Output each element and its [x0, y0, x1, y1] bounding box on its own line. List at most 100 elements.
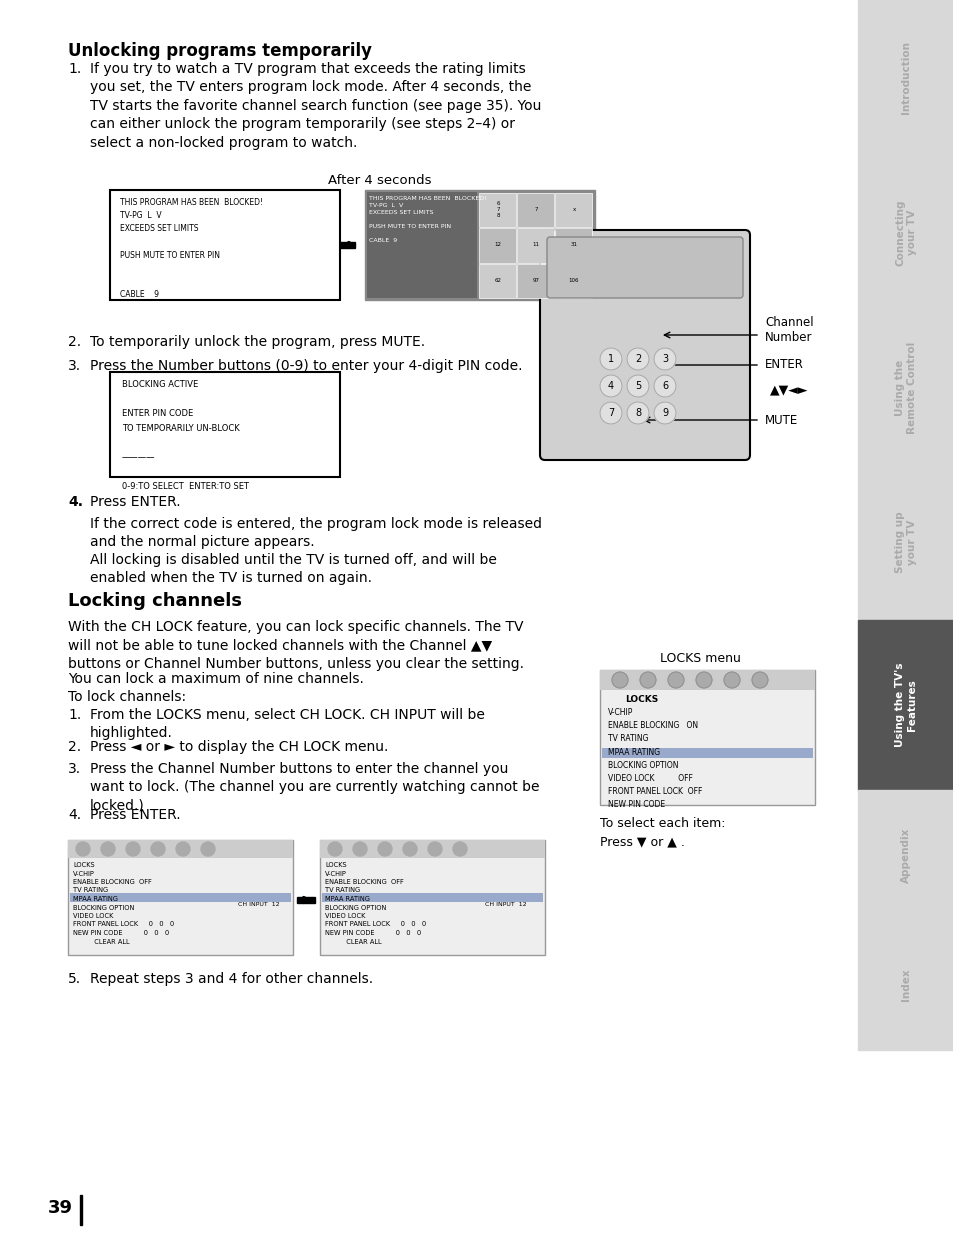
Bar — [68, 840, 293, 858]
Bar — [478, 193, 516, 227]
Text: LOCKS menu: LOCKS menu — [659, 652, 740, 664]
Text: THIS PROGRAM HAS BEEN  BLOCKED!
TV-PG  L  V
EXCEEDS SET LIMITS

PUSH MUTE TO ENT: THIS PROGRAM HAS BEEN BLOCKED! TV-PG L V… — [120, 198, 263, 299]
Circle shape — [599, 403, 621, 424]
Bar — [857, 790, 953, 920]
Text: 12: 12 — [494, 242, 501, 247]
Circle shape — [612, 672, 627, 688]
Bar — [517, 263, 554, 298]
Bar — [599, 671, 814, 690]
Text: 5: 5 — [634, 382, 640, 391]
Bar — [296, 897, 314, 903]
Text: 6: 6 — [661, 382, 667, 391]
Bar — [555, 263, 592, 298]
Text: THIS PROGRAM HAS BEEN  BLOCKED!
TV-PG  L  V
EXCEEDS SET LIMITS

PUSH MUTE TO ENT: THIS PROGRAM HAS BEEN BLOCKED! TV-PG L V… — [369, 196, 486, 243]
Text: Appendix: Appendix — [900, 827, 910, 883]
Text: 9: 9 — [661, 408, 667, 417]
Text: With the CH LOCK feature, you can lock specific channels. The TV
will not be abl: With the CH LOCK feature, you can lock s… — [68, 620, 523, 671]
Text: To select each item:: To select each item: — [599, 818, 724, 830]
Text: You can lock a maximum of nine channels.: You can lock a maximum of nine channels. — [68, 672, 363, 685]
Bar — [70, 893, 291, 902]
Text: 62: 62 — [494, 278, 501, 283]
Circle shape — [723, 672, 740, 688]
Circle shape — [175, 842, 190, 856]
Bar — [365, 190, 595, 300]
Circle shape — [402, 842, 416, 856]
Text: All locking is disabled until the TV is turned off, and will be
enabled when the: All locking is disabled until the TV is … — [90, 553, 497, 585]
Bar — [857, 156, 953, 310]
Text: 4: 4 — [607, 382, 614, 391]
Circle shape — [667, 672, 683, 688]
Circle shape — [751, 672, 767, 688]
Text: 8: 8 — [635, 408, 640, 417]
Text: LOCKS: LOCKS — [624, 695, 658, 704]
Bar — [517, 193, 554, 227]
Text: Repeat steps 3 and 4 for other channels.: Repeat steps 3 and 4 for other channels. — [90, 972, 373, 986]
Bar — [478, 263, 516, 298]
Bar — [555, 228, 592, 263]
Circle shape — [654, 403, 676, 424]
Text: CH INPUT  12: CH INPUT 12 — [484, 902, 526, 906]
Circle shape — [377, 842, 392, 856]
Bar — [517, 228, 554, 263]
Text: Locking channels: Locking channels — [68, 592, 242, 610]
Text: Introduction: Introduction — [900, 41, 910, 114]
Bar — [80, 1195, 81, 1225]
Text: Setting up
your TV: Setting up your TV — [894, 511, 916, 573]
Text: 1.: 1. — [68, 62, 81, 77]
Circle shape — [654, 375, 676, 396]
Text: LOCKS
V-CHIP
ENABLE BLOCKING  OFF
TV RATING
MPAA RATING
BLOCKING OPTION
VIDEO LO: LOCKS V-CHIP ENABLE BLOCKING OFF TV RATI… — [325, 862, 426, 945]
Circle shape — [626, 375, 648, 396]
Text: 97: 97 — [532, 278, 539, 283]
Text: LOCKS
V-CHIP
ENABLE BLOCKING  OFF
TV RATING
MPAA RATING
BLOCKING OPTION
VIDEO LO: LOCKS V-CHIP ENABLE BLOCKING OFF TV RATI… — [73, 862, 174, 945]
Text: 2.: 2. — [68, 335, 81, 350]
Bar — [857, 310, 953, 466]
Bar — [857, 0, 953, 156]
Bar — [110, 372, 339, 477]
Text: 3.: 3. — [68, 762, 81, 776]
Text: Press ENTER.: Press ENTER. — [90, 808, 180, 823]
Circle shape — [696, 672, 711, 688]
Circle shape — [639, 672, 656, 688]
Circle shape — [599, 375, 621, 396]
Bar — [601, 748, 812, 758]
Text: If you try to watch a TV program that exceeds the rating limits
you set, the TV : If you try to watch a TV program that ex… — [90, 62, 540, 149]
Text: 4.: 4. — [68, 495, 83, 509]
Circle shape — [626, 403, 648, 424]
Text: 39: 39 — [48, 1199, 72, 1216]
Text: From the LOCKS menu, select CH LOCK. CH INPUT will be
highlighted.: From the LOCKS menu, select CH LOCK. CH … — [90, 708, 484, 741]
Text: BLOCKING ACTIVE

ENTER PIN CODE
TO TEMPORARILY UN-BLOCK

————

0-9:TO SELECT  EN: BLOCKING ACTIVE ENTER PIN CODE TO TEMPOR… — [122, 380, 249, 492]
Bar — [599, 671, 814, 805]
Circle shape — [428, 842, 441, 856]
Bar — [110, 190, 339, 300]
Text: 4.: 4. — [68, 808, 81, 823]
Text: 2: 2 — [634, 354, 640, 364]
Text: 3: 3 — [661, 354, 667, 364]
Circle shape — [76, 842, 90, 856]
Text: 2.: 2. — [68, 740, 81, 755]
Text: 6
7
8: 6 7 8 — [496, 201, 499, 217]
Circle shape — [626, 348, 648, 370]
Text: Channel
Number: Channel Number — [764, 316, 813, 345]
Text: 7: 7 — [607, 408, 614, 417]
Text: After 4 seconds: After 4 seconds — [328, 174, 432, 186]
Bar — [857, 620, 953, 790]
Text: Index: Index — [900, 968, 910, 1002]
Text: Press the Channel Number buttons to enter the channel you
want to lock. (The cha: Press the Channel Number buttons to ente… — [90, 762, 539, 813]
Circle shape — [453, 842, 467, 856]
Text: 7: 7 — [534, 207, 537, 212]
Text: ENTER: ENTER — [764, 358, 803, 372]
Circle shape — [101, 842, 115, 856]
Text: Using the
Remote Control: Using the Remote Control — [894, 341, 916, 433]
Circle shape — [328, 842, 341, 856]
Text: Press ▼ or ▲ .: Press ▼ or ▲ . — [599, 835, 684, 848]
Bar — [478, 228, 516, 263]
Bar — [857, 920, 953, 1050]
FancyBboxPatch shape — [546, 237, 742, 298]
Text: To lock channels:: To lock channels: — [68, 690, 186, 704]
Bar — [319, 840, 544, 955]
Text: 11: 11 — [532, 242, 539, 247]
Text: CH INPUT  12: CH INPUT 12 — [237, 902, 279, 906]
Circle shape — [654, 348, 676, 370]
Bar — [555, 193, 592, 227]
Text: 106: 106 — [568, 278, 578, 283]
